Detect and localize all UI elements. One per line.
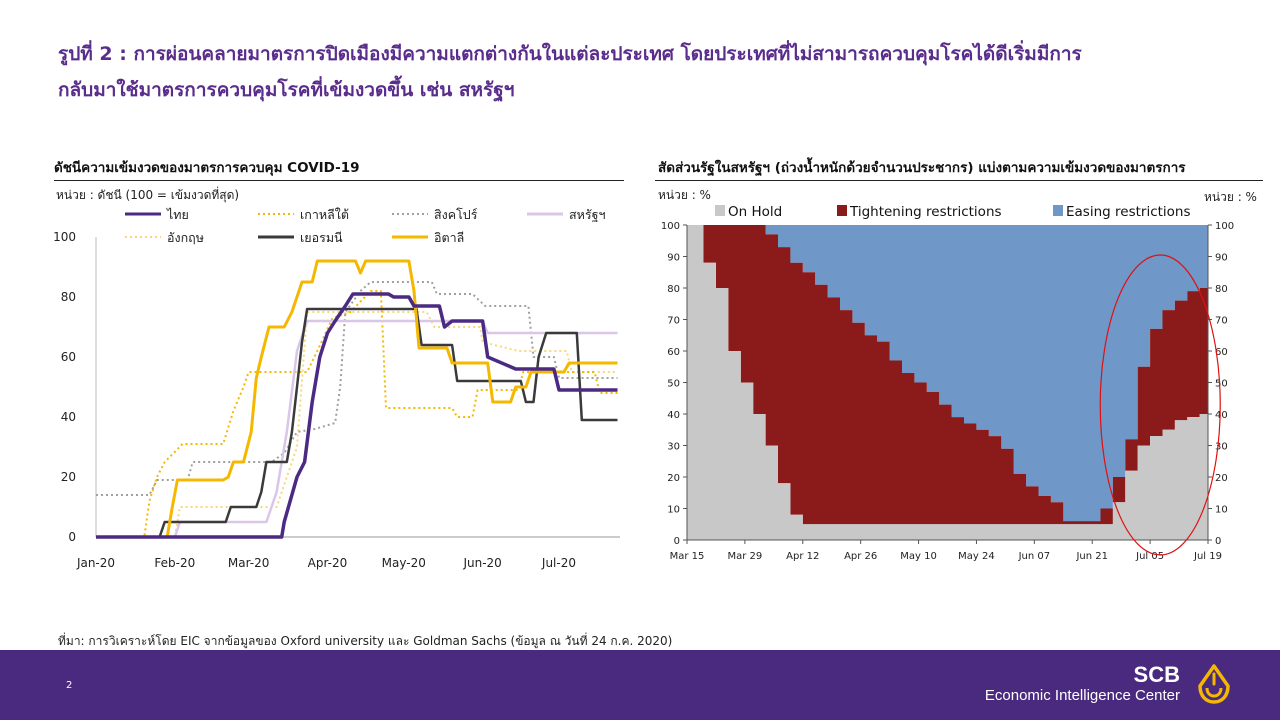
series-line [96,292,618,539]
x-tick-label: Jan-20 [76,556,115,570]
right-chart-title: สัดส่วนรัฐในสหรัฐฯ (ถ่วงน้ำหนักด้วยจำนวน… [658,160,1186,176]
x-tick-label: Jun-20 [462,556,501,570]
y-tick-label-left: 70 [667,316,680,327]
x-tick-label: Apr-20 [308,556,348,570]
y-tick-label-left: 20 [667,473,680,484]
left-line-chart: 0 20 40 60 80 100 Jan-20 Feb-20 Mar-20 Apr-20 May-… [53,207,620,570]
y-tick-label-right: 20 [1215,473,1228,484]
y-tick-label-right: 90 [1215,253,1228,264]
legend-label: เกาหลีใต้ [300,207,349,222]
y-tick-label: 80 [61,290,76,304]
brand-block: SCB Economic Intelligence Center [985,664,1180,706]
legend-label: อิตาลี [434,230,464,245]
right-chart-unit-left: หน่วย : % [658,188,711,202]
x-tick-label: Mar-20 [228,556,269,570]
y-tick-label-left: 100 [661,221,680,232]
x-tick-label: Feb-20 [154,556,195,570]
legend-label: ไทย [166,207,189,222]
y-tick-label-right: 70 [1215,316,1228,327]
x-tick-label: Apr 26 [844,551,877,562]
right-chart-divider [655,180,1263,181]
legend-label: เยอรมนี [300,230,343,245]
x-tick-label: May 10 [900,551,937,562]
y-tick-label: 20 [61,470,76,484]
series-line [96,259,618,539]
area-tightening [687,225,1208,525]
y-tick-label: 40 [61,410,76,424]
y-tick-label-right: 40 [1215,410,1228,421]
brand-subtitle: Economic Intelligence Center [984,687,1180,704]
highlight-ellipse [1099,254,1221,556]
y-tick-label-left: 10 [667,505,680,516]
left-chart-unit: หน่วย : ดัชนี (100 = เข้มงวดที่สุด) [56,188,240,202]
y-tick-label-left: 50 [667,379,680,390]
page-title-line-1: รูปที่ 2 : การผ่อนคลายมาตรการปิดเมืองมีค… [58,43,1082,65]
source-note: ที่มา: การวิเคราะห์โดย EIC จากข้อมูลของ … [58,634,673,648]
y-tick-label-left: 90 [667,253,680,264]
x-tick-label: Jun 07 [1018,551,1051,562]
x-tick-label: Jul-20 [541,556,576,570]
y-tick-label-left: 60 [667,347,680,358]
legend-swatch [837,205,847,216]
right-area-chart: 0 0 10 10 20 20 30 30 40 40 50 50 60 60 70 70 80 80 90 90 10… [661,204,1234,562]
area-easing [687,225,1208,522]
x-tick-label: Mar 29 [727,551,762,562]
x-tick-label: Jun 21 [1075,551,1108,562]
y-tick-label-left: 0 [674,536,680,547]
legend-swatch [715,205,725,216]
y-tick-label: 60 [61,350,76,364]
y-tick-label-right: 80 [1215,284,1228,295]
y-tick-label: 0 [68,530,76,544]
y-tick-label: 100 [53,230,76,244]
legend-label: Tightening restrictions [849,204,1002,220]
legend-swatch [1053,205,1063,216]
x-tick-label: Apr 12 [786,551,819,562]
series-line [96,281,618,496]
scb-logo-icon [1198,664,1230,704]
legend-label: Easing restrictions [1066,204,1191,220]
legend-label: สิงคโปร์ [434,207,478,222]
legend-label: สหรัฐฯ [569,207,606,222]
x-tick-label: Jul 05 [1135,551,1164,562]
x-tick-label: Mar 15 [670,551,705,562]
y-tick-label-left: 80 [667,284,680,295]
left-chart-divider [54,180,624,181]
x-tick-label: May-20 [382,556,426,570]
page-title: รูปที่ 2 : การผ่อนคลายมาตรการปิดเมืองมีค… [58,36,1238,108]
y-tick-label-right: 50 [1215,379,1228,390]
page-title-line-2: กลับมาใช้มาตรการควบคุมโรคที่เข้มงวดขึ้น … [58,79,515,101]
area-on-hold [687,225,1208,540]
legend-label: อังกฤษ [167,230,204,245]
y-tick-label-left: 30 [667,442,680,453]
footer-bar: 2 SCB Economic Intelligence Center [0,650,1280,720]
x-tick-label: Jul 19 [1193,551,1222,562]
y-tick-label-right: 60 [1215,347,1228,358]
x-tick-label: May 24 [958,551,995,562]
right-chart-unit-right: หน่วย : % [1204,190,1257,204]
y-tick-label-right: 100 [1215,221,1234,232]
series-line [96,311,618,538]
y-tick-label-right: 10 [1215,505,1228,516]
y-tick-label-left: 40 [667,410,680,421]
y-tick-label-right: 0 [1215,536,1221,547]
brand-name: SCB [1133,662,1180,687]
left-chart-title: ดัชนีความเข้มงวดของมาตรการควบคุม COVID-1… [54,160,360,176]
series-line [96,290,618,538]
legend-label: On Hold [728,204,782,220]
y-tick-label-right: 30 [1215,442,1228,453]
page-number: 2 [66,680,73,691]
